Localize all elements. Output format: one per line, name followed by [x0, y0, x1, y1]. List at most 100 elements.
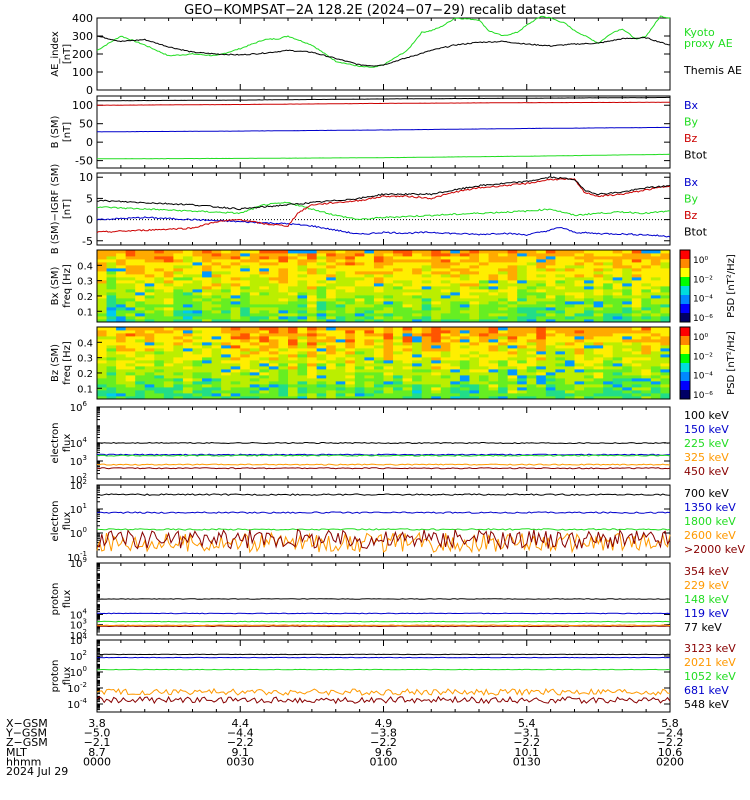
- psd-cell: [440, 342, 451, 346]
- psd-cell: [555, 256, 566, 260]
- psd-cell: [459, 369, 470, 373]
- psd-cell: [116, 381, 127, 385]
- psd-cell: [555, 265, 566, 269]
- psd-cell: [431, 280, 442, 284]
- psd-cell: [135, 381, 146, 385]
- psd-cell: [440, 366, 451, 370]
- psd-cell: [641, 301, 652, 305]
- psd-cell: [163, 304, 174, 308]
- psd-cell: [97, 378, 107, 382]
- psd-cell: [192, 393, 203, 397]
- psd-cell: [154, 381, 165, 385]
- psd-cell: [154, 271, 165, 275]
- psd-cell: [202, 307, 212, 311]
- psd-cell: [173, 378, 184, 382]
- psd-cell: [440, 390, 451, 394]
- psd-cell: [240, 304, 251, 308]
- psd-cell: [364, 393, 375, 397]
- psd-cell: [335, 289, 346, 293]
- psd-cell: [612, 336, 623, 340]
- psd-cell: [431, 354, 442, 358]
- psd-cell: [650, 274, 661, 278]
- psd-cell: [364, 268, 375, 272]
- psd-cell: [593, 280, 604, 284]
- psd-cell: [459, 387, 470, 391]
- psd-cell: [154, 351, 165, 355]
- psd-cell: [507, 327, 518, 331]
- psd-cell: [660, 250, 671, 254]
- psd-cell: [211, 360, 222, 364]
- psd-cell: [555, 336, 566, 340]
- psd-cell: [450, 310, 461, 314]
- psd-cell: [230, 342, 241, 346]
- psd-cell: [421, 339, 432, 343]
- psd-cell: [278, 351, 289, 355]
- psd-cell: [316, 390, 327, 394]
- psd-cell: [526, 283, 537, 287]
- psd-cell: [354, 280, 365, 284]
- psd-cell: [450, 393, 461, 397]
- psd-cell: [622, 277, 633, 281]
- psd-cell: [488, 351, 499, 355]
- psd-cell: [631, 283, 642, 287]
- psd-cell: [402, 307, 413, 311]
- psd-cell: [421, 330, 432, 334]
- psd-cell: [163, 310, 174, 314]
- psd-cell: [612, 277, 623, 281]
- psd-cell: [163, 286, 174, 290]
- psd-cell: [268, 330, 279, 334]
- psd-cell: [316, 351, 327, 355]
- psd-cell: [479, 316, 489, 320]
- psd-cell: [97, 277, 107, 281]
- psd-cell: [249, 301, 260, 305]
- psd-cell: [459, 259, 470, 263]
- psd-cell: [612, 348, 623, 352]
- psd-cell: [364, 262, 375, 266]
- psd-cell: [469, 393, 480, 397]
- psd-cell: [240, 289, 251, 293]
- psd-cell: [297, 310, 308, 314]
- psd-cell: [135, 372, 146, 376]
- psd-cell: [192, 295, 203, 299]
- psd-cell: [259, 336, 270, 340]
- psd-cell: [240, 387, 251, 391]
- psd-cell: [469, 307, 480, 311]
- psd-cell: [182, 360, 193, 364]
- psd-cell: [221, 390, 232, 394]
- psd-cell: [555, 345, 566, 349]
- psd-cell: [259, 295, 270, 299]
- psd-cell: [316, 339, 327, 343]
- psd-cell: [97, 316, 107, 320]
- psd-cell: [603, 262, 614, 266]
- psd-cell: [202, 378, 212, 382]
- psd-cell: [249, 333, 260, 337]
- psd-cell: [603, 304, 614, 308]
- legend-entry: 450 keV: [684, 465, 729, 478]
- psd-cell: [383, 351, 394, 355]
- psd-cell: [584, 393, 594, 397]
- psd-cell: [364, 333, 375, 337]
- psd-cell: [106, 360, 117, 364]
- psd-cell: [383, 277, 394, 281]
- psd-cell: [641, 292, 652, 296]
- psd-cell: [526, 316, 537, 320]
- psd-cell: [268, 351, 279, 355]
- psd-cell: [574, 375, 585, 379]
- psd-cell: [135, 342, 146, 346]
- psd-cell: [459, 342, 470, 346]
- psd-cell: [154, 387, 165, 391]
- psd-cell: [182, 280, 193, 284]
- psd-cell: [182, 283, 193, 287]
- psd-cell: [373, 384, 384, 388]
- psd-cell: [345, 310, 356, 314]
- psd-cell: [316, 319, 327, 323]
- psd-cell: [545, 259, 556, 263]
- psd-cell: [316, 396, 327, 400]
- psd-cell: [307, 327, 318, 331]
- series-line-700kev: [97, 493, 671, 496]
- psd-cell: [574, 277, 585, 281]
- psd-cell: [278, 369, 289, 373]
- psd-cell: [182, 301, 193, 305]
- psd-cell: [383, 268, 394, 272]
- legend-entry: >2000 keV: [684, 543, 745, 556]
